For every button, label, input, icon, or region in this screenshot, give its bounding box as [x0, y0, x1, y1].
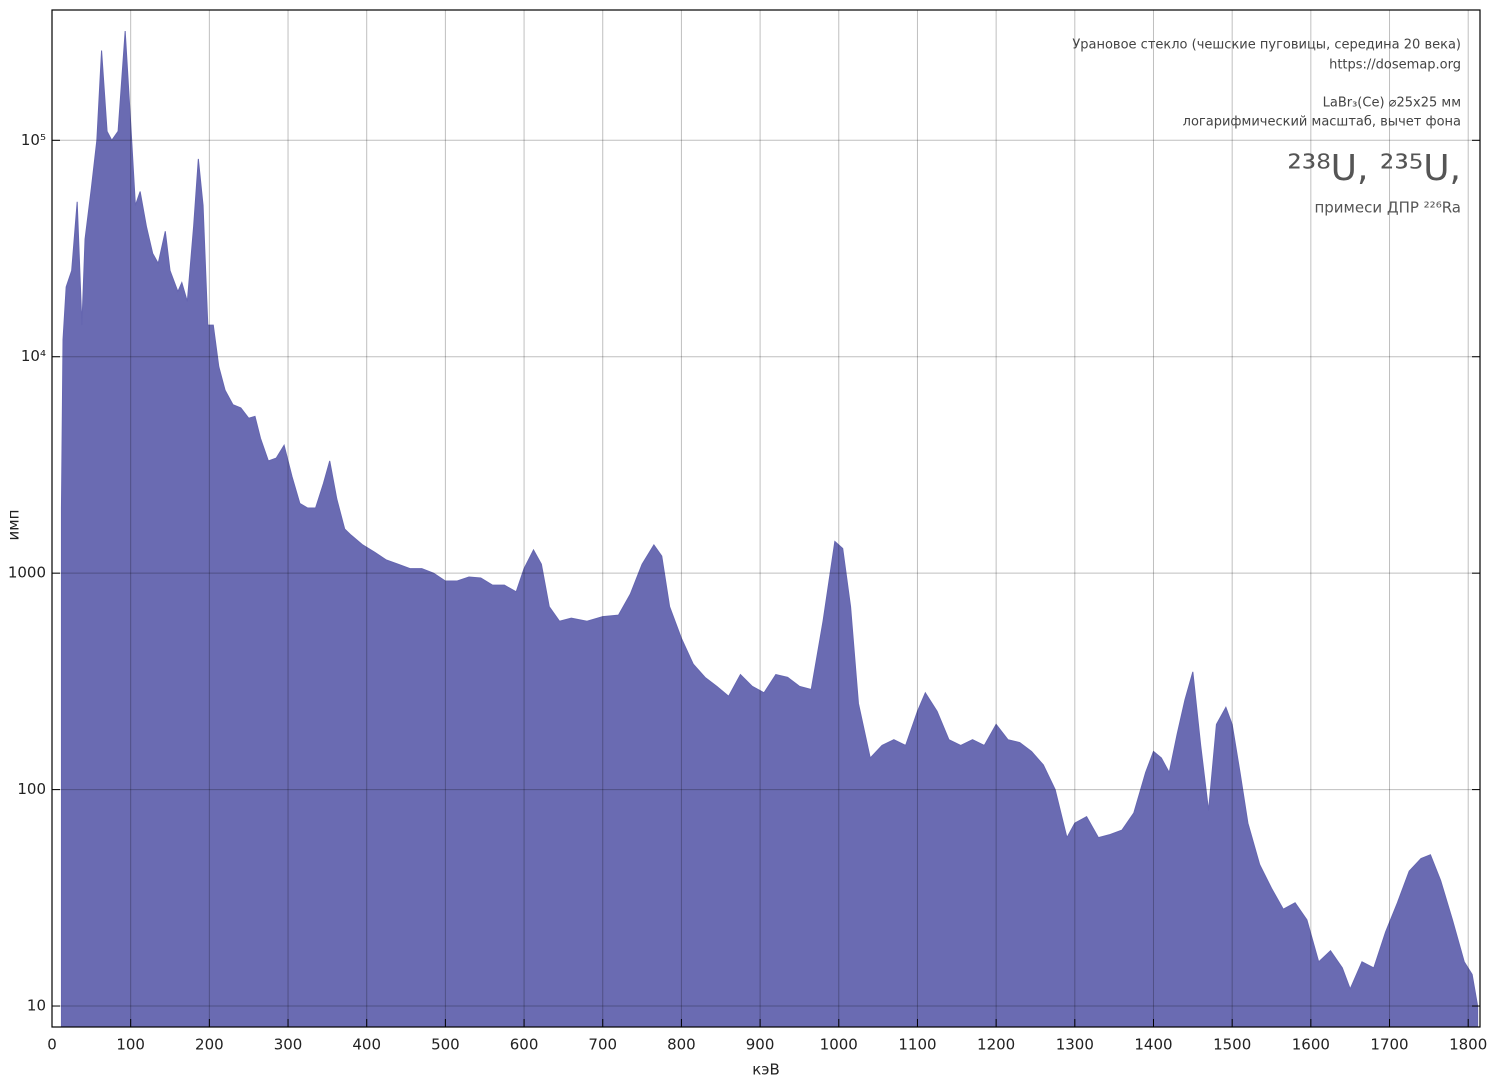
x-tick-label: 1300: [1056, 1036, 1094, 1054]
annotation: LaBr₃(Ce) ⌀25x25 мм: [1323, 96, 1461, 111]
x-tick-label: 1800: [1449, 1036, 1487, 1054]
x-tick-label: 900: [746, 1036, 775, 1054]
x-tick-label: 700: [588, 1036, 617, 1054]
y-tick-label: 10: [27, 997, 46, 1015]
annotation-block: Урановое стекло (чешские пуговицы, серед…: [1072, 38, 1461, 217]
y-axis-label: имп: [5, 510, 23, 541]
annotation: https://dosemap.org: [1329, 58, 1461, 73]
annotation: логарифмический масштаб, вычет фона: [1183, 115, 1461, 130]
x-tick-label: 1100: [898, 1036, 936, 1054]
plot-frame: [51, 9, 1481, 1028]
x-tick-label: 200: [195, 1036, 224, 1054]
x-tick-label: 100: [116, 1036, 145, 1054]
x-tick-label: 300: [274, 1036, 303, 1054]
x-tick-label: 800: [667, 1036, 696, 1054]
y-tick-label: 1000: [8, 564, 46, 582]
x-tick-label: 1400: [1134, 1036, 1172, 1054]
x-tick-label: 1700: [1370, 1036, 1408, 1054]
y-tick-label: 100: [17, 780, 46, 798]
x-tick-label: 0: [47, 1036, 57, 1054]
isotope-heading: ²³⁸U, ²³⁵U,: [1287, 148, 1461, 189]
x-tick-label: 1000: [820, 1036, 858, 1054]
y-tick-label: 10⁵: [21, 131, 46, 149]
x-tick-label: 1600: [1292, 1036, 1330, 1054]
annotation: Урановое стекло (чешские пуговицы, серед…: [1072, 38, 1461, 53]
x-tick-label: 600: [510, 1036, 539, 1054]
x-tick-label: 500: [431, 1036, 460, 1054]
annotation: примеси ДПР ²²⁶Ra: [1314, 199, 1461, 217]
x-tick-label: 1200: [977, 1036, 1015, 1054]
x-axis-label: кэВ: [752, 1061, 780, 1079]
y-tick-label: 10⁴: [21, 347, 46, 365]
x-tick-label: 400: [352, 1036, 381, 1054]
spectrum-area: [60, 30, 1479, 1028]
x-tick-label: 1500: [1213, 1036, 1251, 1054]
